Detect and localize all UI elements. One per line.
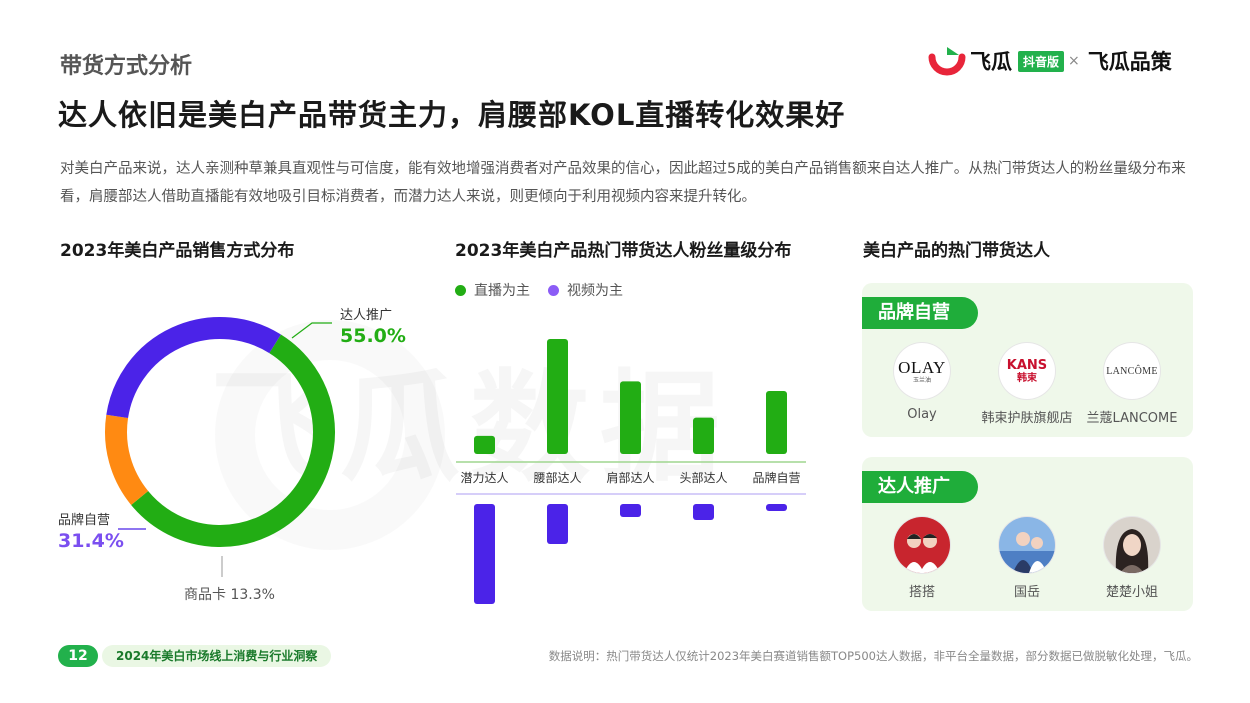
middle-panel-title: 2023年美白产品热门带货达人粉丝量级分布 (455, 241, 792, 261)
brand-separator: × (1068, 53, 1080, 69)
bar-live-1 (547, 339, 568, 454)
legend-item-video: 视频为主 (548, 280, 623, 300)
brand-entity-kans[interactable]: KANS 韩束 韩束护肤旗舰店 (972, 343, 1082, 426)
donut-svg (105, 317, 335, 547)
brand-badge: 抖音版 (1018, 50, 1065, 72)
brand-name-lancome: 兰蔻LANCOME (1086, 411, 1178, 426)
brand-name-olay: Olay (907, 407, 937, 422)
influencer-entity-1[interactable]: 搭搭 (867, 517, 977, 600)
brand-entity-lancome[interactable]: LANCÔME 兰蔻LANCOME (1077, 343, 1187, 426)
data-note: 数据说明：热门带货达人仅统计2023年美白赛道销售额TOP500达人数据，非平台… (548, 649, 1198, 663)
bar-category-label-2: 肩部达人 (606, 470, 654, 485)
influencer-avatar-2 (999, 517, 1055, 573)
olay-logo: OLAY 玉兰油 (894, 343, 950, 399)
avatar-person-icon (999, 532, 1055, 573)
feigua-logo-icon (928, 47, 966, 76)
influencer-name-1: 搭搭 (908, 585, 935, 600)
influencer-name-3: 楚楚小姐 (1105, 585, 1158, 600)
lancome-logo: LANCÔME (1104, 343, 1160, 399)
kans-logo: KANS 韩束 (999, 343, 1055, 399)
page-number: 12 (58, 645, 98, 667)
bar-video-0 (474, 504, 495, 604)
influencer-name-2: 国岳 (1013, 585, 1040, 600)
legend-dot-live (455, 284, 466, 296)
legend-label-live: 直播为主 (474, 283, 530, 299)
brand-name-2: 飞瓜品策 (1087, 50, 1172, 74)
slice-label-product-card: 商品卡 13.3% (184, 587, 275, 603)
legend-dot-video (548, 284, 559, 296)
slice-label-value-kol: 55.0% (340, 325, 406, 347)
page-description: 对美白产品来说，达人亲测种草兼具直观性与可信度，能有效地增强消费者对产品效果的信… (60, 161, 1186, 205)
bar-video-1 (547, 504, 568, 544)
influencer-avatar-3 (1104, 517, 1160, 573)
card-tag-brand-self: 品牌自营 (862, 297, 978, 329)
section-label: 带货方式分析 (60, 54, 193, 79)
avatar-woman-icon (1115, 529, 1149, 573)
donut-slice-2 (106, 317, 281, 419)
card-influencer: 达人推广 搭搭 国岳 楚楚小姐 (862, 457, 1193, 611)
influencer-entity-3[interactable]: 楚楚小姐 (1077, 517, 1187, 600)
slice-label-name-brand: 品牌自营 (58, 513, 111, 528)
legend-item-live: 直播为主 (455, 280, 530, 300)
influencer-entity-2[interactable]: 国岳 (972, 517, 1082, 600)
legend-label-video: 视频为主 (567, 283, 623, 299)
card-brand-self: 品牌自营 OLAY 玉兰油 Olay KANS 韩束 韩束护肤旗舰店 LANCÔ… (862, 283, 1193, 437)
report-title: 2024年美白市场线上消费与行业洞察 (102, 645, 332, 667)
bar-video-3 (693, 504, 714, 520)
bar-category-label-4: 品牌自营 (752, 471, 800, 485)
bar-live-0 (474, 435, 495, 454)
influencer-avatar-1 (894, 517, 950, 573)
donut-slice-0 (131, 334, 335, 547)
donut-slice-1 (105, 414, 149, 505)
bar-category-label-0: 潜力达人 (460, 471, 508, 485)
brand-entity-olay[interactable]: OLAY 玉兰油 Olay (867, 343, 977, 422)
brand-name-kans: 韩束护肤旗舰店 (981, 411, 1073, 426)
brand-logo: 飞瓜 抖音版 × 飞瓜品策 (928, 44, 1172, 78)
brand-name-1: 飞瓜 (970, 50, 1012, 74)
left-panel-title: 2023年美白产品销售方式分布 (60, 241, 295, 261)
right-panel-title: 美白产品的热门带货达人 (863, 241, 1050, 261)
bar-video-4 (766, 504, 787, 511)
bar-live-2 (620, 381, 641, 454)
page-headline: 达人依旧是美白产品带货主力，肩腰部KOL直播转化效果好 (58, 98, 846, 132)
slice-label-name-kol: 达人推广 (340, 308, 393, 323)
bar-category-label-1: 腰部达人 (533, 470, 581, 485)
fan-level-bar-chart: 潜力达人 腰部达人 肩部达人 头部达人 品牌自营 (456, 339, 806, 604)
avatar-couple-icon (904, 534, 940, 573)
slice-label-value-brand: 31.4% (58, 530, 124, 552)
bar-category-label-3: 头部达人 (679, 470, 727, 485)
card-tag-influencer: 达人推广 (862, 471, 978, 503)
sales-method-donut-chart (100, 312, 340, 552)
bar-video-2 (620, 504, 641, 517)
bar-chart-legend: 直播为主 视频为主 (455, 280, 641, 300)
bar-live-3 (693, 417, 714, 454)
bar-live-4 (766, 391, 787, 454)
